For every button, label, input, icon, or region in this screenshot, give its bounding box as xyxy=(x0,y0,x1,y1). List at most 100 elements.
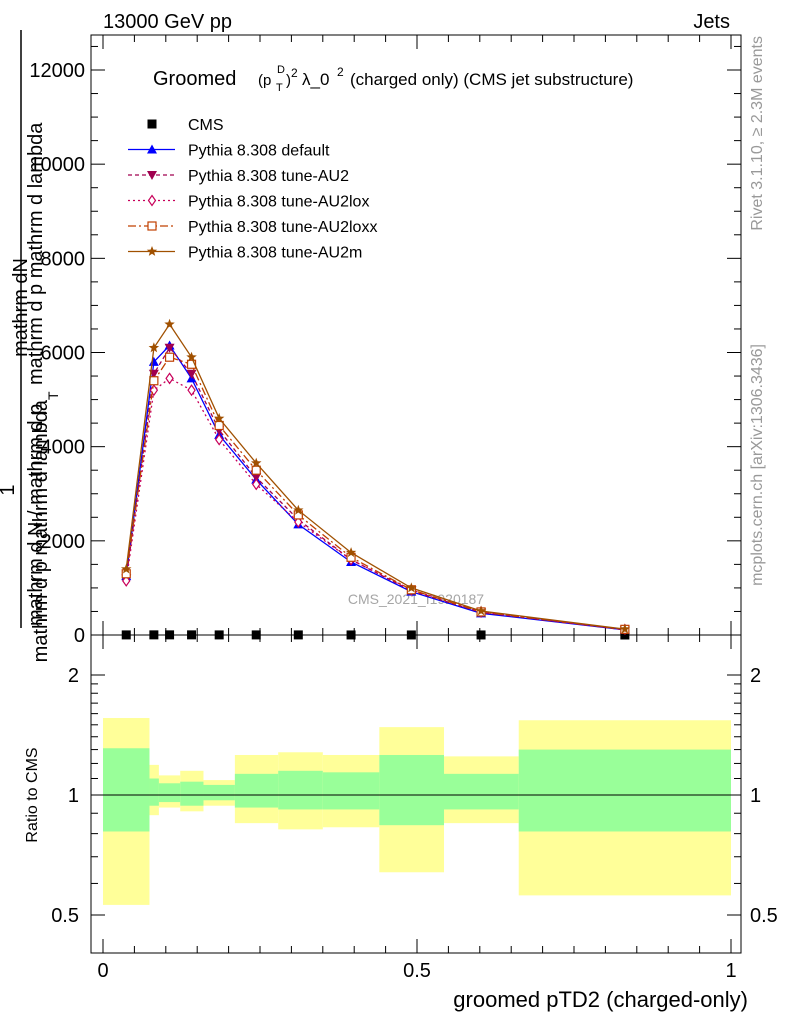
band-bin xyxy=(158,783,181,803)
data-point xyxy=(148,342,160,353)
chart-title: Groomed (p T D ) 2 λ_0 2 (charged only) … xyxy=(153,56,633,96)
data-point xyxy=(186,359,197,369)
series-line xyxy=(125,344,625,631)
legend-item: Pythia 8.308 tune-AU2 xyxy=(128,168,349,185)
legend-label: Pythia 8.308 tune-AU2 xyxy=(188,168,349,185)
x-tick-label: 0.5 xyxy=(403,960,431,982)
band-bin xyxy=(234,773,279,808)
legend-marker xyxy=(147,221,157,231)
legend-marker xyxy=(147,171,157,180)
data-point xyxy=(121,563,132,574)
legend-label: Pythia 8.308 tune-AU2lox xyxy=(188,194,369,211)
ylabel-bottom: mathrm d N / mathrm d p xyxy=(25,404,47,626)
ratio-y-tick-label-right: 2 xyxy=(750,665,761,687)
y-tick-label: 6000 xyxy=(41,343,86,365)
ratio-y-tick-label: 2 xyxy=(68,665,79,687)
ratio-y-label: Ratio to CMS xyxy=(24,747,41,842)
series-pythia-8-308-tune-au2lox xyxy=(122,372,630,636)
ratio-y-ticks: 0.5 0.5 1 1 2 2 xyxy=(51,665,778,927)
ylabel-one: 1 xyxy=(0,484,19,495)
band-bin xyxy=(322,772,380,810)
header-right: Jets xyxy=(693,11,730,33)
main-y-ticks: 0 2000 4000 6000 8000 10000 12000 xyxy=(29,45,741,647)
ratio-y-tick-label-right: 1 xyxy=(750,785,761,807)
legend-label: Pythia 8.308 default xyxy=(188,143,330,160)
title-part-7: λ_0 xyxy=(302,70,329,89)
y-tick-label: 10000 xyxy=(29,154,85,176)
band-bin xyxy=(518,749,731,832)
data-point xyxy=(214,420,224,431)
ylabel-bottom-sub: T xyxy=(45,391,61,400)
data-point xyxy=(293,504,304,515)
data-point xyxy=(475,605,487,616)
y-tick-label: 8000 xyxy=(41,248,86,270)
data-point xyxy=(164,352,175,362)
mcplots-label: mcplots.cern.ch [arXiv:1306.3436] xyxy=(749,344,766,586)
header-left: 13000 GeV pp xyxy=(103,11,232,33)
y-tick-label: 12000 xyxy=(29,60,85,82)
title-part-9: (charged only) (CMS jet substructure) xyxy=(350,70,633,89)
data-point xyxy=(251,457,262,468)
main-panel: 0 2000 4000 6000 8000 10000 12000 CMS_2021_I19… xyxy=(29,34,742,647)
title-part-8: 2 xyxy=(337,65,344,79)
ratio-y-tick-label: 1 xyxy=(68,785,79,807)
band-bin xyxy=(103,748,150,832)
legend-label: Pythia 8.308 tune-AU2m xyxy=(188,245,362,262)
ratio-panel: 0.5 0.51 12 2 0 0.5 1 xyxy=(51,634,778,982)
title-part-6: 2 xyxy=(291,66,298,80)
data-point xyxy=(213,412,225,423)
legend-item: Pythia 8.308 tune-AU2lox xyxy=(128,194,369,211)
main-y-label: mathrm dN mathrm d p mathrm d lambda 1 m… xyxy=(0,30,61,662)
band-bin xyxy=(444,773,519,810)
legend: CMS Pythia 8.308 default Pythia 8.308 tune… xyxy=(128,117,377,262)
x-tick-label: 1 xyxy=(725,960,736,982)
series-line xyxy=(125,323,625,630)
title-part-3: T xyxy=(276,82,283,94)
ratio-y-tick-label-right: 0.5 xyxy=(750,905,778,927)
data-point xyxy=(165,372,174,385)
data-point xyxy=(186,351,197,362)
data-point xyxy=(619,623,631,634)
x-axis-label: groomed pTD2 (charged-only) xyxy=(453,987,748,1012)
rivet-label: Rivet 3.1.10, ≥ 2.3M events xyxy=(749,36,766,231)
data-point xyxy=(149,376,159,386)
legend-marker xyxy=(147,119,157,129)
band-bin xyxy=(379,754,445,826)
legend-item: Pythia 8.308 tune-AU2m xyxy=(128,245,362,262)
ylabel-top-2: mathrm d p mathrm d lambda xyxy=(30,399,52,662)
y-tick-label: 4000 xyxy=(41,437,86,459)
ratio-y-tick-label: 0.5 xyxy=(51,905,79,927)
band-bin xyxy=(180,781,204,806)
ratio-frame xyxy=(90,634,742,954)
data-point xyxy=(187,384,196,397)
ratio-bands xyxy=(103,718,731,905)
series-pythia-8-308-default xyxy=(121,340,630,634)
data-point xyxy=(186,369,197,379)
band-bin xyxy=(278,770,323,810)
data-point xyxy=(345,547,357,558)
series-pythia-8-308-tune-au2m xyxy=(121,318,631,634)
legend-label: CMS xyxy=(188,117,224,134)
watermark: CMS_2021_I1920187 xyxy=(348,591,484,607)
title-part-5: ) xyxy=(286,72,291,89)
x-tick-label: 0 xyxy=(97,960,108,982)
legend-marker xyxy=(146,246,158,256)
legend-item: Pythia 8.308 default xyxy=(128,143,330,160)
data-point xyxy=(251,473,262,483)
ylabel-bottom-tail: mathrm d p mathrm d lambda xyxy=(25,122,47,385)
title-part-2: (p xyxy=(258,72,271,89)
data-point xyxy=(406,582,417,593)
band-green xyxy=(103,748,731,832)
ratio-x-ticks: 0 0.5 1 xyxy=(97,635,737,982)
series-line xyxy=(125,346,625,631)
legend-marker xyxy=(147,194,157,207)
svg-text:Groomed (p T: Groomed (p T D ) 2 λ_0 2 (charged only) … xyxy=(153,56,633,96)
data-point xyxy=(164,318,175,329)
y-tick-label: 2000 xyxy=(41,531,86,553)
y-tick-label: 0 xyxy=(74,625,85,647)
data-point xyxy=(214,433,224,446)
legend-label: Pythia 8.308 tune-AU2loxx xyxy=(188,219,377,236)
band-bin xyxy=(149,778,159,806)
data-point xyxy=(164,343,175,353)
title-part-4: D xyxy=(277,64,285,76)
